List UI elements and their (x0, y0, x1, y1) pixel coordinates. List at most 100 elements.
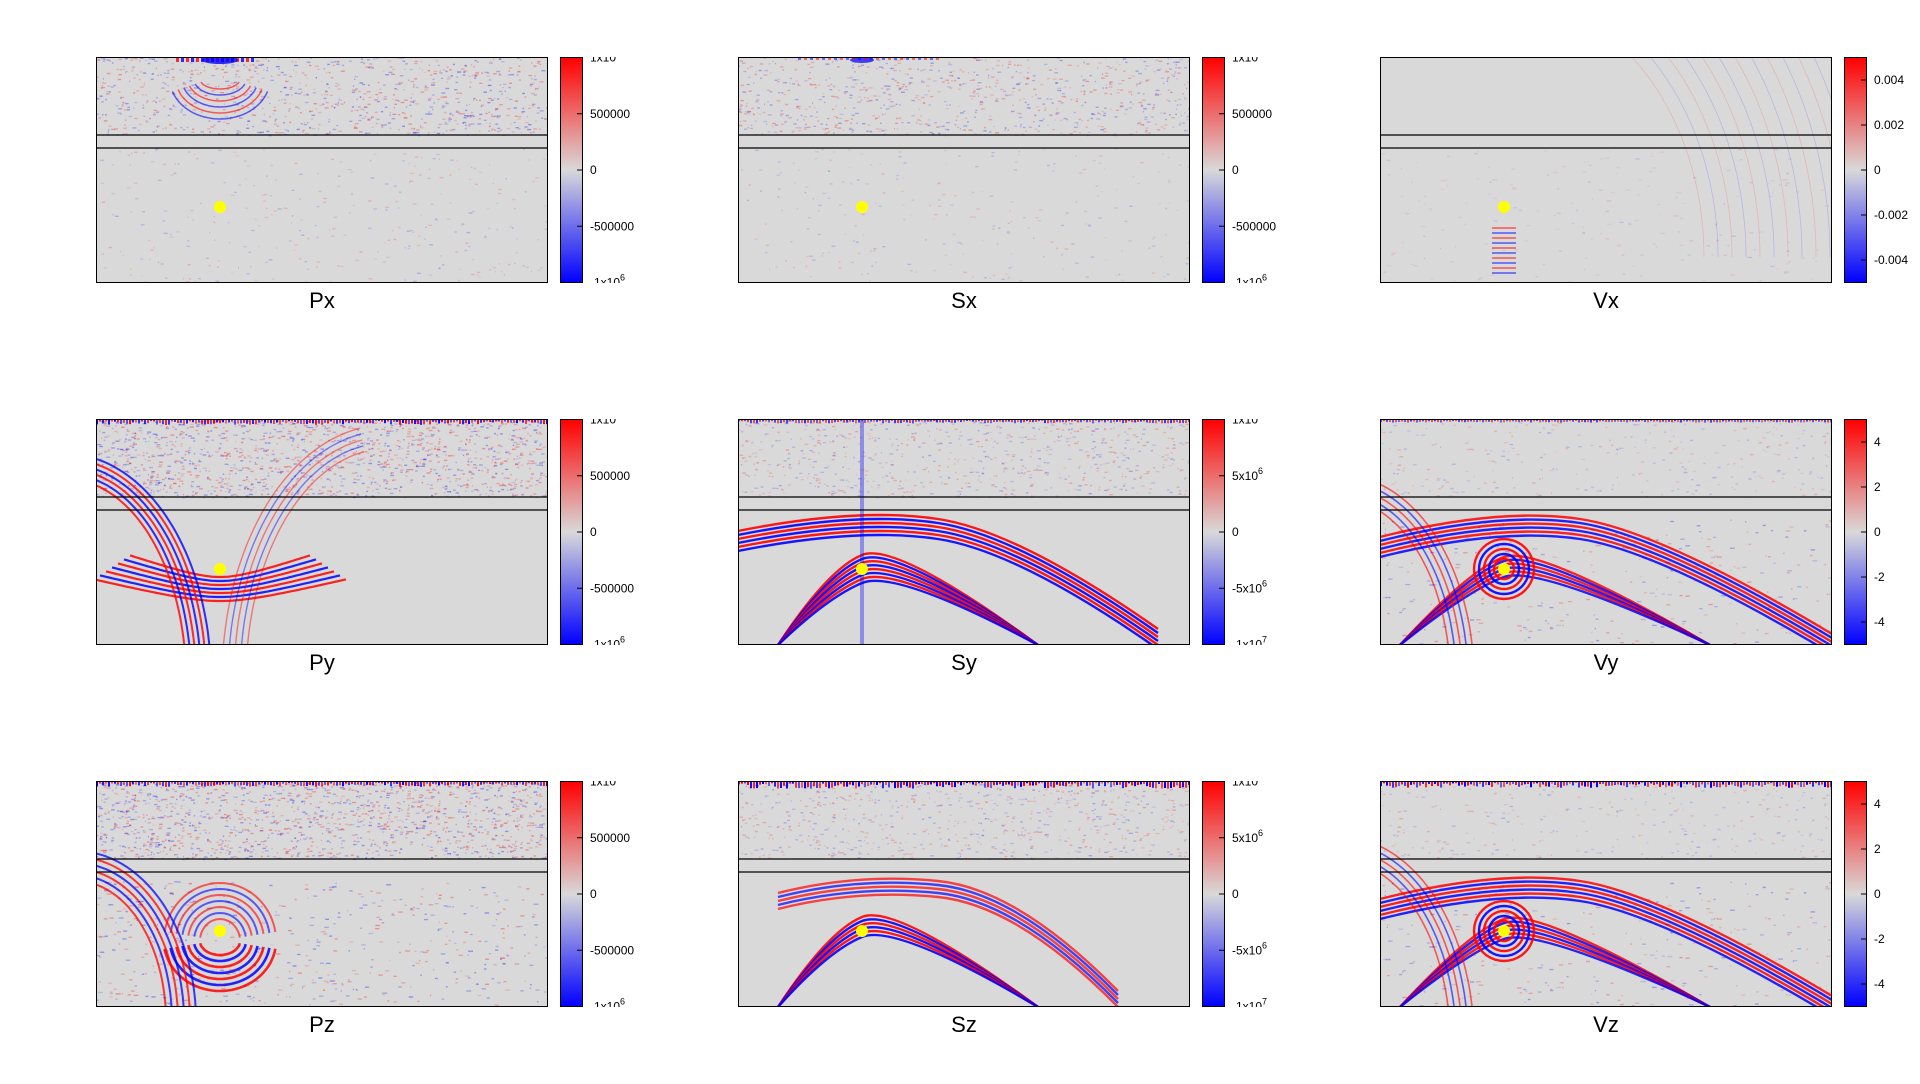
heatmap-field (1380, 419, 1832, 645)
colorbar-tick-label: 1x107 (1232, 419, 1263, 427)
colorbar-tick-label: -1x107 (1232, 997, 1267, 1008)
tick-exponent: 6 (1262, 273, 1267, 283)
colorbar-tick-label: -1x106 (1232, 273, 1267, 284)
source-marker (856, 925, 868, 937)
source-marker (214, 563, 226, 575)
heatmap-plot (738, 57, 1190, 283)
source-marker (214, 925, 226, 937)
panel-px: 1x106 500000 0 -500000 -1x106 Px (0, 0, 640, 360)
tick-exponent: 6 (1258, 57, 1263, 58)
colorbar-tick-label: -0.002 (1874, 208, 1908, 222)
colorbar-tick-label: 2 (1874, 842, 1881, 856)
heatmap-plot (96, 781, 548, 1007)
panel-title: Vx (1380, 288, 1832, 314)
panel-title: Sz (738, 1012, 1190, 1038)
heatmap-plot (738, 419, 1190, 645)
colorbar-tick-label: -500000 (1232, 219, 1276, 233)
colorbar-tick-label: 1x106 (590, 57, 621, 65)
colorbar-tick-label: -2 (1874, 932, 1885, 946)
colorbar-tick-label: -5x106 (1232, 578, 1267, 595)
colorbar-tick-label: -4 (1874, 977, 1885, 991)
panel-vy: 4 2 0 -2 -4 Vy (1284, 362, 1920, 722)
tick-exponent: 6 (1262, 578, 1267, 588)
colorbar: 1x1075x1060-5x106-1x107 (1202, 419, 1282, 645)
heatmap-field (96, 57, 548, 283)
colorbar: 1x106 500000 0 -500000 -1x106 (1202, 57, 1282, 283)
heatmap-field (738, 57, 1190, 283)
colorbar-tick-label: 4 (1874, 435, 1881, 449)
colorbar-tick-label: 500000 (1232, 107, 1272, 121)
heatmap-field (96, 419, 548, 645)
colorbar: 1x1065000000-500000-1x106 (560, 419, 640, 645)
colorbar-tick-label: 0.002 (1874, 118, 1904, 132)
heatmap-field (738, 419, 1190, 645)
colorbar-tick-label: -5x106 (1232, 940, 1267, 957)
colorbar: 1x106 500000 0 -500000 -1x106 (560, 57, 640, 283)
panel-title: Py (96, 650, 548, 676)
colorbar-tick-label: 2 (1874, 480, 1881, 494)
colorbar-tick-label: -0.004 (1874, 253, 1908, 267)
panel-title: Vy (1380, 650, 1832, 676)
colorbar-tick-label: 500000 (590, 107, 630, 121)
colorbar-tick-label: 0 (590, 525, 597, 539)
heatmap-plot (1380, 419, 1832, 645)
colorbar-tick-label: 0 (590, 163, 597, 177)
colorbar: 4 2 0 -2 -4 (1844, 419, 1920, 645)
heatmap-plot (96, 57, 548, 283)
heatmap-plot (1380, 781, 1832, 1007)
panel-title: Vz (1380, 1012, 1832, 1038)
panel-title: Sy (738, 650, 1190, 676)
tick-exponent: 6 (616, 419, 621, 420)
colorbar: 0.004 0.002 0 -0.002 -0.004 (1844, 57, 1920, 283)
colorbar-tick-label: 500000 (590, 831, 630, 845)
tick-exponent: 6 (620, 997, 625, 1007)
tick-exponent: 7 (1258, 781, 1263, 782)
colorbar-tick-label: 0 (1232, 525, 1239, 539)
colorbar-tick-label: 0.004 (1874, 73, 1904, 87)
colorbar-tick-label: -1x106 (590, 997, 625, 1008)
heatmap-plot (1380, 57, 1832, 283)
heatmap-plot (738, 781, 1190, 1007)
colorbar-tick-label: 0 (590, 887, 597, 901)
colorbar-tick-label: 5x106 (1232, 466, 1263, 483)
panel-vx: 0.004 0.002 0 -0.002 -0.004 Vx (1284, 0, 1920, 360)
source-marker (856, 563, 868, 575)
source-marker (214, 201, 226, 213)
colorbar-tick-label: 0 (1232, 887, 1239, 901)
tick-exponent: 6 (620, 635, 625, 645)
colorbar: 1x1065000000-500000-1x106 (560, 781, 640, 1007)
colorbar-tick-label: 1x107 (1232, 781, 1263, 789)
source-marker (1498, 563, 1510, 575)
source-marker (1498, 925, 1510, 937)
colorbar-tick-label: -1x106 (590, 273, 625, 284)
colorbar-tick-label: -500000 (590, 219, 634, 233)
colorbar-tick-label: 0 (1874, 887, 1881, 901)
tick-exponent: 6 (1262, 940, 1267, 950)
panel-title: Px (96, 288, 548, 314)
colorbar: 1x1075x1060-5x106-1x107 (1202, 781, 1282, 1007)
colorbar-tick-label: 0 (1874, 525, 1881, 539)
tick-exponent: 7 (1262, 635, 1267, 645)
colorbar-tick-label: -500000 (590, 581, 634, 595)
panel-title: Pz (96, 1012, 548, 1038)
colorbar-tick-label: 500000 (590, 469, 630, 483)
colorbar-tick-label: 0 (1874, 163, 1881, 177)
colorbar-tick-label: -2 (1874, 570, 1885, 584)
heatmap-field (1380, 57, 1832, 283)
colorbar-tick-label: 0 (1232, 163, 1239, 177)
tick-exponent: 7 (1258, 419, 1263, 420)
heatmap-plot (96, 419, 548, 645)
colorbar-tick-label: 1x106 (590, 781, 621, 789)
heatmap-field (1380, 781, 1832, 1007)
colorbar-tick-label: -1x106 (590, 635, 625, 646)
colorbar-tick-label: -4 (1874, 615, 1885, 629)
colorbar-tick-label: 1x106 (1232, 57, 1263, 65)
